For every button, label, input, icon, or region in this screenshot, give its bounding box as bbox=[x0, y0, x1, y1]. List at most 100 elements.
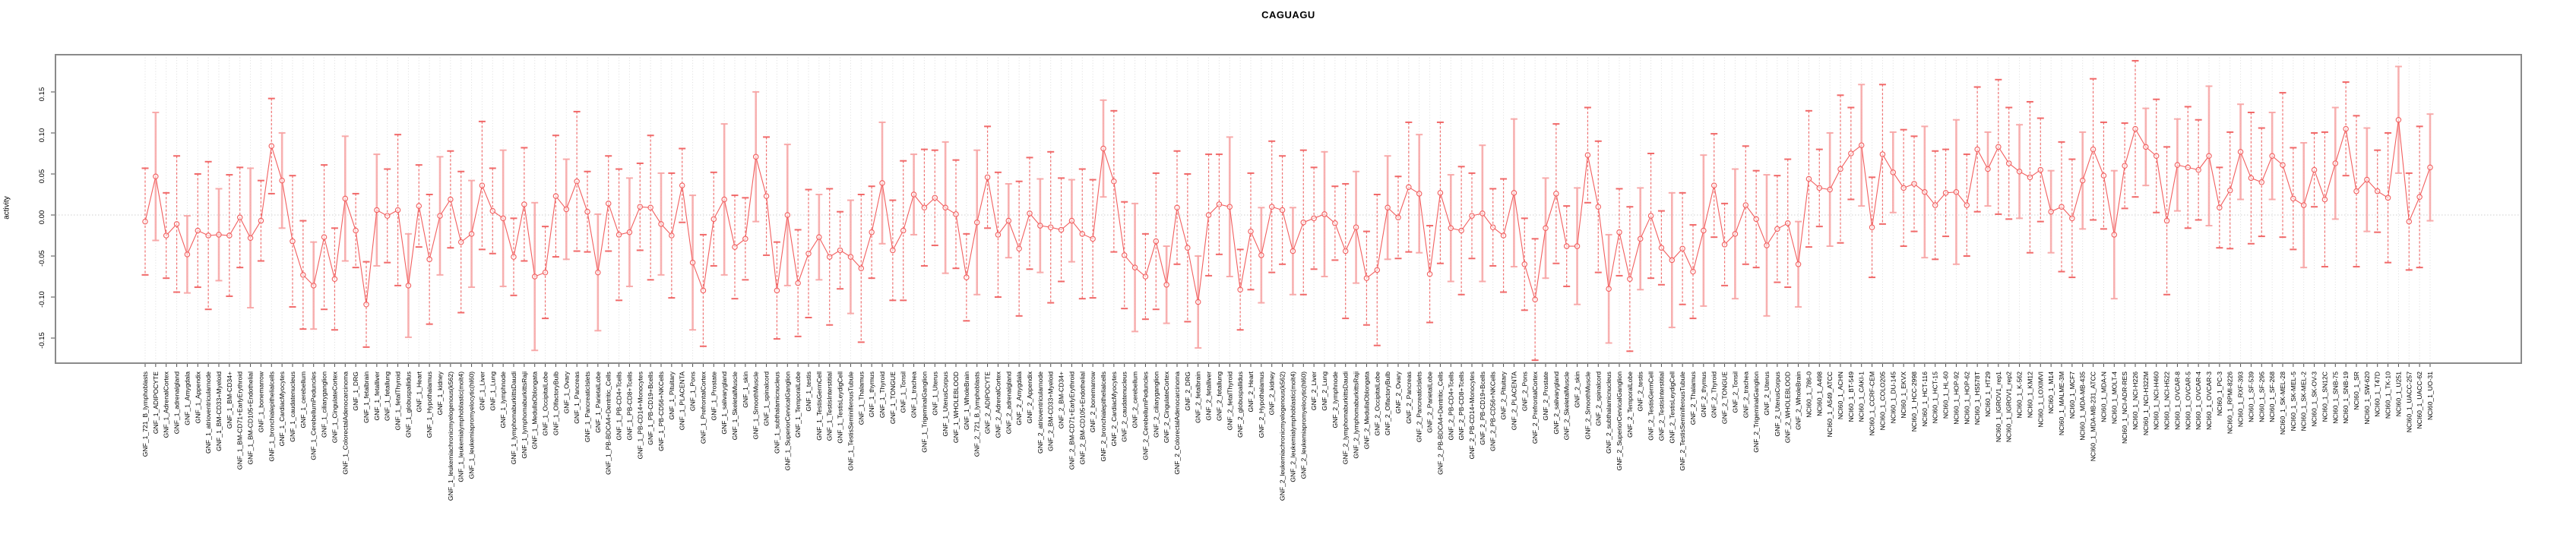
data-point-marker bbox=[2195, 166, 2201, 173]
x-tick-label: NCI60_1_OVCAR-3 bbox=[2205, 372, 2213, 430]
x-tick-label: GNF_2_SuperiorCervicalGanglion bbox=[1616, 372, 1623, 471]
data-point-marker bbox=[710, 216, 717, 223]
x-tick-label: GNF_1_PB-CD14+Monocytes bbox=[636, 372, 644, 459]
data-point-marker bbox=[1479, 210, 1486, 217]
x-tick-label: GNF_1_PB-CD19+Bcells bbox=[647, 372, 654, 445]
x-tick-label: GNF_2_salivarygland bbox=[1552, 372, 1560, 435]
x-tick-label: GNF_1_TestisGermCell bbox=[815, 372, 823, 441]
x-tick-label: NCI60_1_TK-10 bbox=[2385, 372, 2392, 419]
data-point-marker bbox=[973, 219, 980, 226]
data-point-marker bbox=[1489, 224, 1496, 230]
x-tick-label: GNF_1_atrioventricularnode bbox=[204, 372, 212, 454]
data-point-marker bbox=[1163, 282, 1169, 288]
data-point-marker bbox=[163, 232, 169, 239]
data-point-marker bbox=[1363, 275, 1370, 281]
data-point-marker bbox=[1995, 144, 2002, 150]
data-point-marker bbox=[1416, 191, 1422, 197]
x-tick-label: GNF_2_thymus bbox=[1700, 372, 1707, 417]
x-tick-label: GNF_2_Tonsil bbox=[1731, 372, 1739, 413]
data-point-marker bbox=[2406, 218, 2413, 225]
x-tick-label: GNF_1_WholeBrain bbox=[963, 372, 970, 430]
x-tick-label: NCI60_1_MDA-MB-231_ATCC bbox=[2090, 372, 2097, 461]
x-tick-label: GNF_1_OlfactoryBulb bbox=[552, 372, 559, 435]
x-tick-label: NCI60_1_K-562 bbox=[2016, 372, 2024, 419]
x-tick-label: GNF_2_Appendix bbox=[1026, 371, 1033, 423]
x-tick-label: GNF_1_ADIPOCYTE bbox=[152, 372, 160, 434]
data-point-marker bbox=[2069, 215, 2075, 222]
x-tick-label: GNF_2_testis bbox=[1637, 372, 1644, 412]
x-tick-label: NCI60_1_SK-MEL-5 bbox=[2290, 372, 2297, 432]
data-point-marker bbox=[511, 254, 517, 260]
data-point-marker bbox=[521, 201, 527, 207]
data-point-marker bbox=[195, 227, 201, 234]
x-tick-label: GNF_1_SmoothMuscle bbox=[752, 372, 760, 440]
x-tick-label: GNF_1_ciliaryganglion bbox=[321, 372, 328, 438]
x-tick-label: GNF_2_DRG bbox=[1184, 372, 1191, 411]
x-tick-label: GNF_2_Hypothalamus bbox=[1258, 372, 1265, 438]
data-point-marker bbox=[1216, 201, 1223, 207]
data-point-marker bbox=[1090, 236, 1096, 242]
x-tick-label: GNF_2_bronchialepithelialcells bbox=[1100, 372, 1107, 461]
x-tick-label: NCI60_1_MDA-N bbox=[2100, 372, 2107, 422]
data-point-marker bbox=[363, 301, 369, 308]
data-point-marker bbox=[2185, 164, 2191, 171]
data-point-marker bbox=[869, 229, 875, 236]
x-tick-label: GNF_1_kidney bbox=[436, 371, 444, 415]
data-point-marker bbox=[2385, 194, 2391, 201]
data-point-marker bbox=[384, 213, 391, 219]
data-point-marker bbox=[216, 232, 222, 238]
x-tick-label: GNF_1_bonemarrow bbox=[257, 371, 264, 432]
data-point-marker bbox=[2163, 217, 2170, 224]
x-tick-label: GNF_1_Prostate bbox=[710, 372, 717, 421]
x-tick-label: GNF_2_Lung bbox=[1321, 372, 1328, 411]
y-tick-label: -0.05 bbox=[38, 250, 46, 267]
data-point-marker bbox=[1205, 212, 1212, 218]
x-tick-label: NCI60_1_EKVX bbox=[1900, 372, 1907, 419]
x-tick-label: NCI60_1_RXF-393 bbox=[2237, 372, 2245, 427]
x-tick-label: GNF_1_CingulateCortex bbox=[331, 371, 338, 443]
x-tick-label: GNF_2_TemporalLobe bbox=[1626, 372, 1634, 438]
x-tick-label: GNF_2_BM-CD34+ bbox=[1058, 372, 1065, 428]
chart-title: CAGUAGU bbox=[1261, 9, 1315, 21]
data-point-marker bbox=[153, 173, 159, 179]
x-tick-label: NCI60_1_M14 bbox=[2047, 372, 2055, 414]
x-tick-label: GNF_1_leukemiachronicmyelogenous(k562) bbox=[447, 372, 454, 501]
data-point-marker bbox=[879, 180, 885, 186]
x-tick-label: GNF_1_WHOLEBLOOD bbox=[952, 372, 960, 443]
data-point-marker bbox=[689, 259, 696, 266]
data-point-marker bbox=[2427, 164, 2433, 171]
data-point-marker bbox=[984, 174, 991, 181]
data-point-marker bbox=[1142, 274, 1149, 280]
data-point-marker bbox=[2100, 172, 2107, 179]
data-point-marker bbox=[448, 196, 454, 203]
data-point-marker bbox=[932, 194, 938, 201]
data-point-marker bbox=[1185, 245, 1191, 251]
data-point-marker bbox=[2037, 166, 2044, 173]
x-tick-label: GNF_2_TestisLeydigCell bbox=[1668, 372, 1676, 444]
x-tick-label: GNF_1_MedullaOblongata bbox=[531, 372, 539, 449]
x-tick-label: GNF_2_Liver bbox=[1310, 372, 1318, 410]
data-point-marker bbox=[658, 221, 664, 227]
data-point-marker bbox=[1395, 214, 1401, 220]
data-point-marker bbox=[1595, 204, 1602, 210]
data-point-marker bbox=[457, 239, 464, 245]
x-tick-label: NCI60_1_SF-268 bbox=[2268, 372, 2276, 422]
x-tick-label: GNF_1_PB-CD4+Tcells bbox=[616, 372, 623, 441]
x-tick-label: NCI60_1_SK-MEL-2 bbox=[2300, 372, 2308, 432]
data-point-marker bbox=[1248, 228, 1254, 235]
data-point-marker bbox=[995, 232, 1002, 238]
data-point-marker bbox=[1342, 248, 1349, 255]
x-tick-label: GNF_2_Thalamus bbox=[1689, 372, 1697, 425]
x-tick-label: GNF_1_ParietalLobe bbox=[594, 372, 602, 433]
data-point-marker bbox=[268, 143, 275, 150]
data-point-marker bbox=[1037, 223, 1043, 229]
x-tick-label: GNF_2_721_B_lymphoblasts bbox=[973, 372, 981, 457]
data-point-marker bbox=[900, 227, 907, 234]
data-point-marker bbox=[310, 283, 317, 289]
data-point-marker bbox=[2364, 176, 2370, 183]
x-tick-label: NCI60_1_UACC-257 bbox=[2405, 372, 2413, 432]
data-point-marker bbox=[2079, 177, 2086, 184]
data-point-marker bbox=[1068, 217, 1075, 224]
x-tick-label: GNF_1_adrenalgland bbox=[173, 372, 181, 434]
x-tick-label: GNF_1_Lung bbox=[489, 372, 496, 411]
